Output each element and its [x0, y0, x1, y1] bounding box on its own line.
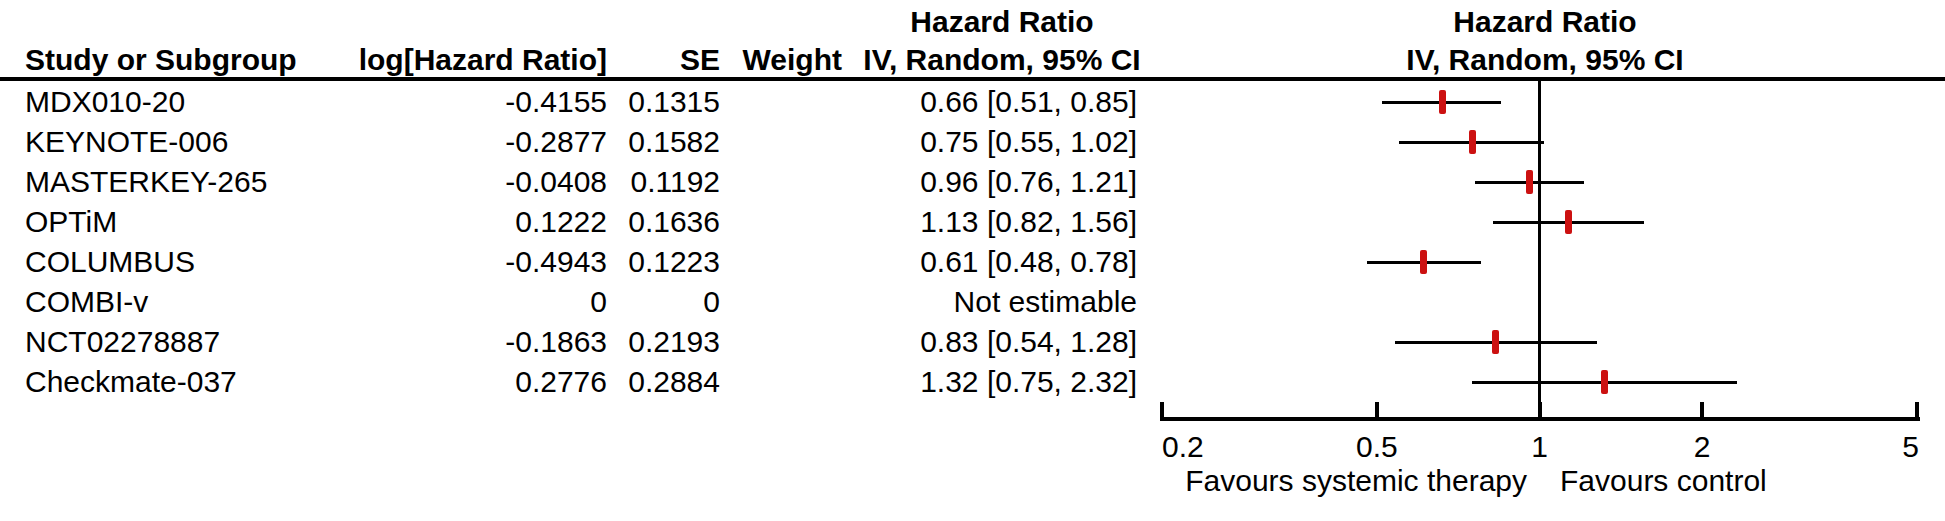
point-estimate-marker: [1469, 130, 1476, 154]
ci-text: 0.75 [0.55, 1.02]: [860, 122, 1137, 162]
point-estimate-marker: [1439, 90, 1446, 114]
log-hr-value: 0.1222: [380, 202, 607, 242]
axis-tick-label: 1: [1531, 430, 1548, 464]
point-estimate-marker: [1492, 330, 1499, 354]
ci-text: 1.32 [0.75, 2.32]: [860, 362, 1137, 402]
log-hr-value: -0.2877: [380, 122, 607, 162]
weight-value: [720, 282, 842, 322]
weight-value: [720, 242, 842, 282]
se-value: 0.2884: [620, 362, 720, 402]
axis-tick-label: 0.5: [1356, 430, 1398, 464]
weight-value: [720, 362, 842, 402]
axis-tick: [1538, 402, 1542, 421]
axis-tick-label: 0.2: [1162, 430, 1204, 464]
se-value: 0.1636: [620, 202, 720, 242]
se-value: 0.1315: [620, 82, 720, 122]
forest-plot: Hazard Ratio Hazard Ratio Study or Subgr…: [0, 0, 1945, 521]
point-estimate-marker: [1601, 370, 1608, 394]
se-value: 0: [620, 282, 720, 322]
ci-text: Not estimable: [860, 282, 1137, 322]
log-hr-value: 0.2776: [380, 362, 607, 402]
log-hr-value: -0.4943: [380, 242, 607, 282]
log-hr-value: -0.4155: [380, 82, 607, 122]
log-hr-value: 0: [380, 282, 607, 322]
weight-value: [720, 82, 842, 122]
ci-text: 0.66 [0.51, 0.85]: [860, 82, 1137, 122]
ci-text: 1.13 [0.82, 1.56]: [860, 202, 1137, 242]
study-label: KEYNOTE-006: [25, 122, 355, 162]
ci-text: 0.83 [0.54, 1.28]: [860, 322, 1137, 362]
study-label: COMBI-v: [25, 282, 355, 322]
point-estimate-marker: [1420, 250, 1427, 274]
study-label: NCT02278887: [25, 322, 355, 362]
se-value: 0.1223: [620, 242, 720, 282]
axis-tick-label: 5: [1902, 430, 1919, 464]
weight-value: [720, 322, 842, 362]
study-label: MDX010-20: [25, 82, 355, 122]
ci-text: 0.61 [0.48, 0.78]: [860, 242, 1137, 282]
se-value: 0.1192: [620, 162, 720, 202]
point-estimate-marker: [1565, 210, 1572, 234]
ci-text: 0.96 [0.76, 1.21]: [860, 162, 1137, 202]
weight-value: [720, 162, 842, 202]
se-value: 0.1582: [620, 122, 720, 162]
axis-tick: [1375, 402, 1379, 421]
plot-dynamic-layer: MDX010-20 -0.4155 0.1315 0.66 [0.51, 0.85] K…: [0, 0, 1945, 521]
axis-tick: [1700, 402, 1704, 421]
study-label: MASTERKEY-265: [25, 162, 355, 202]
weight-value: [720, 122, 842, 162]
se-value: 0.2193: [620, 322, 720, 362]
point-estimate-marker: [1526, 170, 1533, 194]
weight-value: [720, 202, 842, 242]
axis-tick: [1915, 402, 1919, 421]
axis-tick-label: 2: [1694, 430, 1711, 464]
study-label: OPTiM: [25, 202, 355, 242]
study-label: COLUMBUS: [25, 242, 355, 282]
log-hr-value: -0.1863: [380, 322, 607, 362]
study-label: Checkmate-037: [25, 362, 355, 402]
axis-tick: [1160, 402, 1164, 421]
log-hr-value: -0.0408: [380, 162, 607, 202]
